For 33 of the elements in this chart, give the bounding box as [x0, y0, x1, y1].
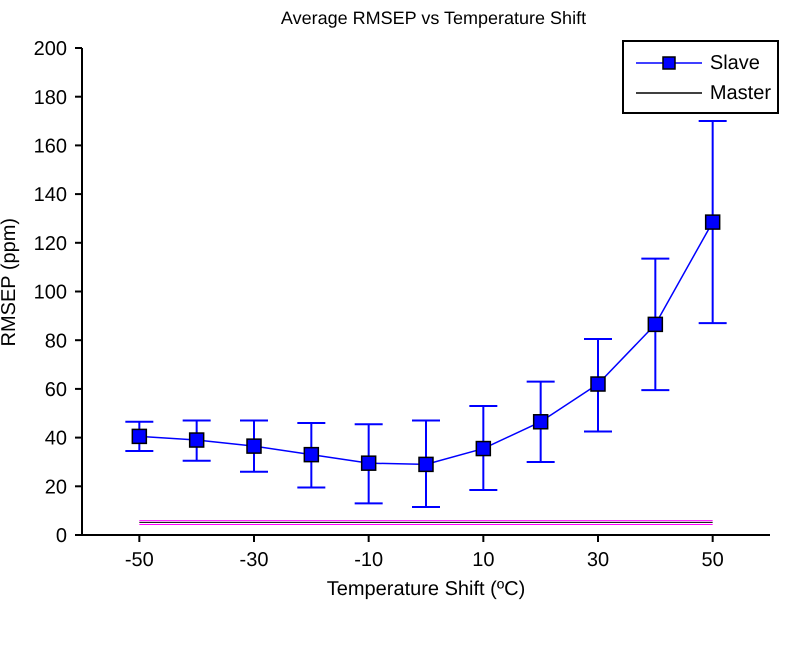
legend-label: Slave	[710, 52, 760, 74]
y-tick-label: 60	[44, 379, 67, 401]
point	[360, 455, 376, 471]
y-tick-label: 0	[56, 525, 67, 548]
point	[476, 440, 492, 456]
point	[132, 428, 148, 444]
y-tick-label: 20	[44, 476, 67, 498]
point	[188, 432, 204, 448]
y-tick-label: 140	[34, 184, 67, 206]
y-tick-label: 40	[44, 428, 67, 450]
point	[532, 414, 548, 430]
point	[418, 456, 434, 472]
point	[590, 376, 606, 392]
point	[246, 438, 262, 454]
y-axis-title: RMSEP (ppm)	[0, 218, 20, 346]
x-tick-label: 30	[586, 549, 610, 572]
y-tick-label: 80	[44, 330, 67, 352]
y-tick-label: 100	[34, 282, 67, 304]
y-tick-label: 160	[34, 136, 67, 158]
y-tick-label: 180	[34, 86, 67, 109]
point	[648, 316, 664, 332]
x-axis-title: Temperature Shift (ºC)	[326, 578, 526, 600]
x-tick-label: -10	[354, 549, 384, 572]
point	[704, 214, 720, 230]
y-tick-label: 200	[34, 38, 67, 60]
x-tick-label: 10	[472, 549, 494, 572]
y-tick-label: 120	[34, 232, 67, 255]
legend-label: Master	[710, 82, 771, 104]
chart-title: Average RMSEP vs Temperature Shift	[280, 8, 588, 29]
x-tick-label: -30	[240, 549, 268, 572]
x-tick-label: -50	[124, 549, 154, 572]
point	[304, 446, 320, 462]
x-tick-label: 50	[702, 549, 724, 572]
